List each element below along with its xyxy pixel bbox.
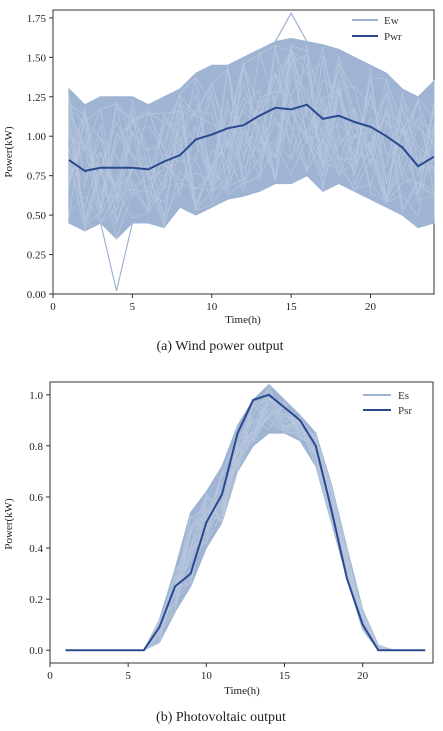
wind-scenario-line bbox=[68, 44, 435, 210]
pv-x-tick-label: 10 bbox=[201, 670, 213, 682]
wind-y-tick-label: 1.75 bbox=[27, 13, 47, 25]
photovoltaic-chart: 0 5 10 15 20 0.0 0.2 0.4 0.6 0.8 1.0 Time(h) Powe… bbox=[3, 381, 434, 725]
wind-y-tick-label: 1.25 bbox=[27, 92, 47, 104]
pv-plot-frame bbox=[49, 381, 434, 664]
wind-scenario-line bbox=[68, 49, 435, 206]
legend-pwr-label: Pwr bbox=[384, 31, 402, 43]
wind-x-tick-label: 5 bbox=[130, 301, 136, 313]
legend-psr-label: Psr bbox=[398, 405, 412, 417]
wind-y-tick-label: 0.00 bbox=[27, 289, 47, 301]
wind-outlier-spike bbox=[100, 222, 133, 291]
pv-x-tick-label: 0 bbox=[47, 670, 53, 682]
wind-scenario-line bbox=[68, 49, 435, 201]
wind-y-tick-label: 1.50 bbox=[27, 52, 47, 64]
pv-legend: Es Psr bbox=[363, 390, 412, 417]
wind-y-tick-label: 0.75 bbox=[27, 171, 47, 183]
wind-scenario-line bbox=[68, 50, 435, 212]
wind-y-tick-label: 0.25 bbox=[27, 250, 47, 262]
pv-y-tick-label: 0.4 bbox=[29, 543, 43, 555]
pv-y-tick-label: 1.0 bbox=[29, 390, 43, 402]
wind-legend: Ew Pwr bbox=[352, 15, 402, 43]
pv-x-tick-label: 20 bbox=[357, 670, 369, 682]
pv-x-axis-label: Time(h) bbox=[224, 685, 260, 697]
wind-power-chart: 0 5 10 15 20 0.00 0.25 0.50 0.75 1.00 1.25 1.50 1.7… bbox=[3, 9, 435, 354]
wind-scenario-line bbox=[68, 73, 435, 193]
wind-scenario-line bbox=[68, 96, 435, 223]
pv-y-axis-label: Power(kW) bbox=[3, 498, 15, 550]
legend-ew-label: Ew bbox=[384, 15, 399, 27]
pv-y-tick-label: 0.0 bbox=[29, 645, 43, 657]
wind-caption: (a) Wind power output bbox=[156, 339, 283, 354]
wind-reference-path bbox=[68, 103, 435, 172]
wind-ensemble-band bbox=[68, 11, 435, 291]
pv-x-tick-label: 5 bbox=[125, 670, 131, 682]
wind-x-tick-label: 15 bbox=[286, 301, 298, 313]
wind-x-tick-label: 20 bbox=[365, 301, 377, 313]
pv-reference-path bbox=[65, 393, 426, 652]
wind-x-tick-label: 10 bbox=[206, 301, 218, 313]
wind-reference-line bbox=[68, 103, 435, 172]
wind-y-tick-label: 1.00 bbox=[27, 131, 47, 143]
pv-ensemble-band bbox=[65, 383, 426, 651]
pv-caption: (b) Photovoltaic output bbox=[156, 710, 286, 725]
wind-scenario-line bbox=[68, 62, 435, 209]
wind-scenario-line bbox=[68, 66, 435, 216]
wind-x-ticks: 0 5 10 15 20 bbox=[50, 294, 377, 313]
wind-x-tick-label: 0 bbox=[50, 301, 56, 313]
pv-x-tick-label: 15 bbox=[279, 670, 291, 682]
wind-y-tick-label: 0.50 bbox=[27, 210, 47, 222]
legend-es-label: Es bbox=[398, 390, 409, 402]
pv-y-ticks: 0.0 0.2 0.4 0.6 0.8 1.0 bbox=[29, 390, 50, 657]
wind-scenario-line bbox=[68, 61, 435, 219]
wind-y-axis-label: Power(kW) bbox=[3, 126, 15, 178]
wind-scenario-line bbox=[68, 44, 435, 227]
wind-y-ticks: 0.00 0.25 0.50 0.75 1.00 1.25 1.50 1.75 bbox=[27, 13, 53, 301]
wind-scenario-line bbox=[68, 76, 435, 215]
pv-y-tick-label: 0.2 bbox=[29, 594, 43, 606]
wind-scenario-line bbox=[68, 64, 435, 219]
pv-x-ticks: 0 5 10 15 20 bbox=[47, 663, 369, 682]
wind-x-axis-label: Time(h) bbox=[225, 314, 261, 326]
pv-y-tick-label: 0.8 bbox=[29, 441, 43, 453]
wind-scenario-line bbox=[68, 48, 435, 240]
wind-outlier-spike bbox=[274, 11, 308, 42]
wind-scenario-line bbox=[68, 44, 435, 222]
pv-y-tick-label: 0.6 bbox=[29, 492, 43, 504]
pv-reference-line bbox=[65, 393, 426, 652]
